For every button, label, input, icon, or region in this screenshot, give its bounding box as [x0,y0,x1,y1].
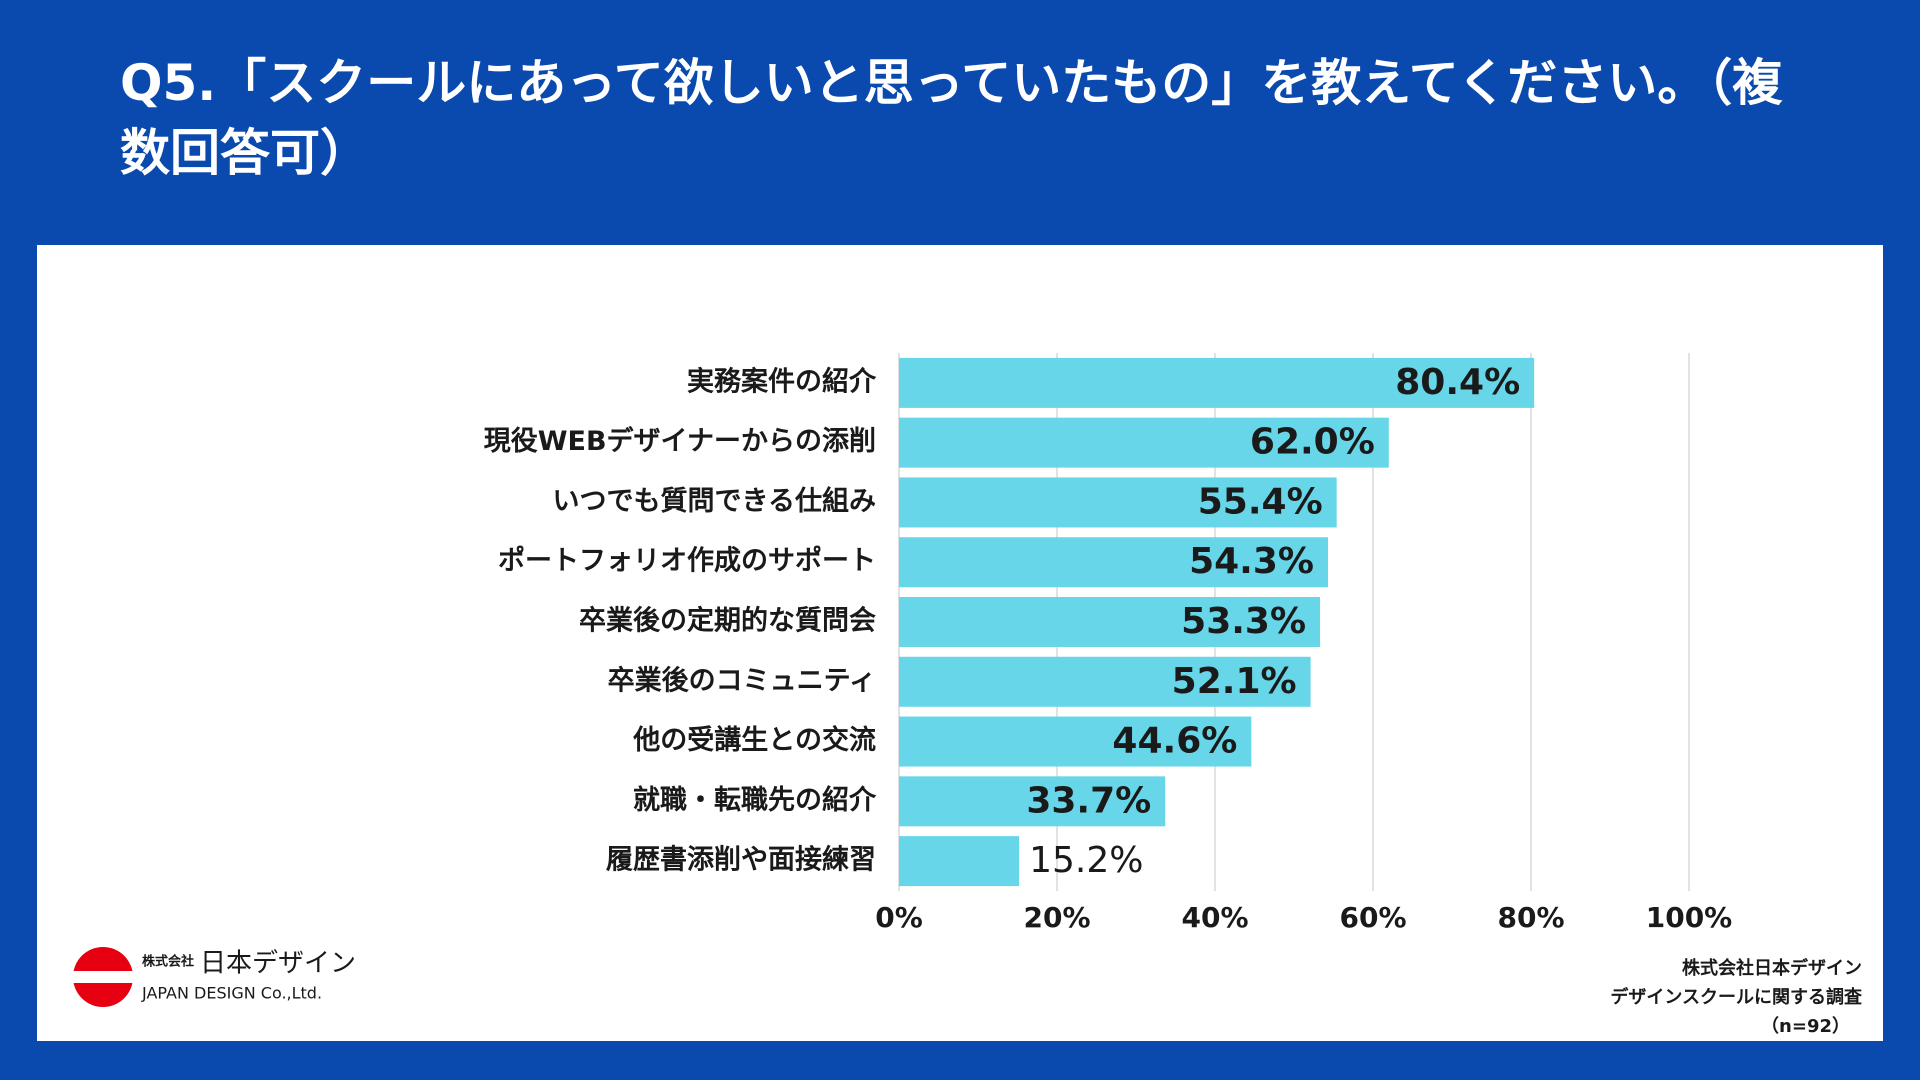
y-tick-label: ポートフォリオ作成のサポート [498,546,876,577]
y-tick-label: 履歴書添削や面接練習 [606,844,876,876]
y-tick-label: 実務案件の紹介 [687,365,877,397]
bar [899,776,1166,827]
data-label: 55.4% [1198,481,1323,522]
title: Q5.「スクールにあって欲しいと思っていたもの」を教えてください。（複数回答可） [120,54,1783,182]
y-tick-label: 現役WEBデザイナーからの添削 [484,425,876,457]
logo-name: 日本デザイン [200,949,356,979]
source-line: 株式会社日本デザイン [1682,957,1862,979]
data-label: 80.4% [1395,362,1520,403]
logo-prefix: 株式会社 [142,954,194,970]
bar [899,597,1321,647]
y-tick-label: 就職・転職先の紹介 [633,784,877,816]
x-tick-label: 80% [1497,901,1564,934]
source-line: デザインスクールに関する調査 [1610,986,1862,1008]
data-label: 33.7% [1026,780,1151,821]
data-label: 62.0% [1250,422,1375,463]
y-tick-label: 卒業後の定期的な質問会 [579,605,876,637]
x-tick-label: 20% [1023,901,1090,934]
data-label: 52.1% [1172,661,1297,702]
y-tick-label: 他の受講生との交流 [632,724,876,756]
y-tick-label: 卒業後のコミュニティ [608,664,876,696]
data-label: 15.2% [1029,840,1143,881]
x-tick-label: 40% [1181,901,1248,934]
bar [899,716,1252,767]
logo-band [73,971,133,983]
data-label: 53.3% [1181,601,1306,642]
source-line: （n=92） [1761,1016,1850,1037]
bar [899,656,1311,707]
x-tick-label: 100% [1646,901,1733,934]
bar [899,477,1337,528]
bar [899,537,1328,588]
data-label: 54.3% [1189,541,1314,582]
y-tick-label: いつでも質問できる仕組み [553,485,876,517]
x-tick-label: 0% [875,901,923,934]
bar [899,836,1020,887]
data-label: 44.6% [1112,721,1237,762]
bar [899,417,1389,468]
x-tick-label: 60% [1339,901,1406,934]
bar [899,357,1535,408]
logo-english: JAPAN DESIGN Co.,Ltd. [141,984,322,1003]
